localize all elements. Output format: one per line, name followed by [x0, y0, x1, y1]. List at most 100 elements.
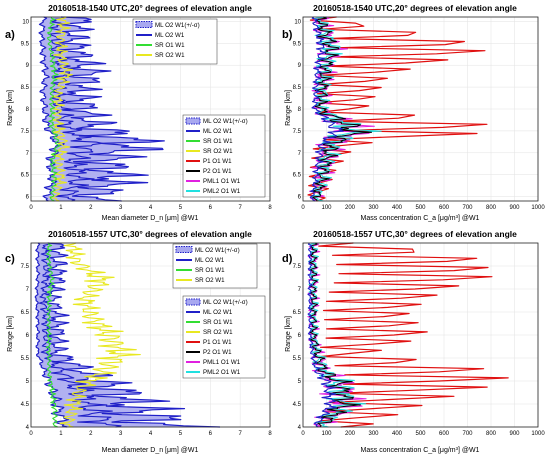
x-tick-label: 200: [345, 431, 356, 437]
x-tick-label: 400: [392, 205, 403, 211]
y-tick-label: 8: [298, 107, 302, 113]
legend-entry: SR O2 W1: [203, 329, 233, 336]
panel-c-legend-bottom: ML O2 W1(+/-σ) ML O2 W1 SR O1 W1 SR O2 W…: [182, 295, 266, 379]
series-line-pml2-o1-w1: [310, 16, 382, 202]
y-tick-label: 7.5: [21, 264, 30, 270]
y-tick-label: 8.5: [21, 85, 30, 91]
panel-a-title: 20160518-1540 UTC,20° degrees of elevati…: [48, 3, 252, 13]
x-tick-label: 6: [209, 431, 213, 437]
panel-d-title: 20160518-1557 UTC,30° degrees of elevati…: [313, 229, 517, 239]
x-tick-label: 300: [368, 205, 379, 211]
legend-entry: PML2 O1 W1: [203, 188, 241, 195]
x-tick-label: 4: [149, 205, 153, 211]
y-tick-label: 6.5: [293, 173, 302, 179]
y-tick-label: 5.5: [293, 356, 302, 362]
series-line-p2-o1-w1: [308, 242, 361, 428]
panel-b-xlabel: Mass concentration C_a [μg/m³] @W1: [361, 215, 480, 222]
x-tick-label: 7: [238, 205, 242, 211]
series-line-ml-o2-w1: [47, 16, 103, 202]
panel-d-xlabel: Mass concentration C_a [μg/m³] @W1: [361, 447, 480, 454]
x-tick-label: 1: [59, 431, 63, 437]
legend-entry: ML O2 W1: [203, 309, 233, 316]
ml-sigma-lower-line: [38, 16, 65, 202]
legend-entry: PML2 O1 W1: [203, 369, 241, 376]
y-tick-label: 9.5: [293, 41, 302, 47]
y-tick-label: 9: [26, 63, 30, 69]
y-tick-label: 6.5: [21, 173, 30, 179]
panel-a-label: a): [5, 29, 15, 41]
x-tick-label: 600: [439, 205, 450, 211]
x-tick-label: 700: [462, 431, 473, 437]
legend-entry: P1 O1 W1: [203, 339, 232, 346]
y-tick-label: 5: [26, 379, 30, 385]
legend-entry: SR O1 W1: [195, 267, 225, 274]
legend-entry: ML O2 W1: [203, 128, 233, 135]
x-tick-label: 0: [301, 431, 305, 437]
panel-d-ylabel: Range [km]: [285, 316, 292, 352]
y-tick-label: 7: [26, 151, 30, 157]
y-tick-label: 7: [298, 151, 302, 157]
series-line-ml-o2-w1: [309, 16, 344, 202]
y-tick-label: 7.5: [293, 264, 302, 270]
series-line-ml-o2-w1: [307, 242, 337, 428]
x-tick-label: 5: [179, 205, 183, 211]
y-tick-label: 6: [298, 195, 302, 201]
series-line-sr-o2-w1: [59, 242, 141, 428]
x-tick-label: 1000: [531, 205, 545, 211]
plot-frame: [30, 242, 271, 428]
plot-frame: [302, 242, 539, 428]
y-tick-label: 4: [298, 425, 302, 431]
x-tick-label: 100: [321, 205, 332, 211]
x-tick-label: 700: [462, 205, 473, 211]
y-tick-label: 8.5: [293, 85, 302, 91]
plot-frame: [30, 16, 271, 202]
series-line-p2-o1-w1: [312, 16, 373, 202]
panel-a-legend-bottom: ML O2 W1(+/-σ) ML O2 W1 SR O1 W1 SR O2 W…: [182, 114, 266, 198]
legend-entry: SR O2 W1: [195, 277, 225, 284]
y-tick-label: 6.5: [21, 310, 30, 316]
legend-entry: ML O2 W1: [155, 32, 185, 39]
x-tick-label: 800: [486, 431, 497, 437]
panel-c-ylabel: Range [km]: [7, 316, 14, 352]
y-tick-label: 6: [298, 333, 302, 339]
legend-entry: PML1 O1 W1: [203, 359, 241, 366]
x-tick-label: 2: [89, 205, 93, 211]
y-tick-label: 9: [298, 63, 302, 69]
x-tick-label: 100: [321, 431, 332, 437]
x-tick-label: 500: [415, 205, 426, 211]
panel-b: 20160518-1540 UTC,20° degrees of elevati…: [282, 3, 545, 222]
panel-b-label: b): [282, 29, 293, 41]
legend-entry: ML O2 W1(+/-σ): [203, 299, 248, 306]
x-tick-label: 800: [486, 205, 497, 211]
x-tick-label: 600: [439, 431, 450, 437]
x-tick-label: 3: [119, 205, 123, 211]
y-tick-label: 7.5: [293, 129, 302, 135]
legend-entry: P2 O1 W1: [203, 168, 232, 175]
legend-entry: ML O2 W1(+/-σ): [155, 22, 200, 29]
legend-entry: ML O2 W1: [195, 257, 225, 264]
series-line-sr-o1-w1: [45, 242, 58, 428]
series-line-sr-o1-w1: [46, 16, 61, 202]
legend-entry: SR O2 W1: [155, 52, 185, 59]
panel-d-label: d): [282, 253, 293, 265]
legend-entry: SR O1 W1: [155, 42, 185, 49]
legend-entry: SR O1 W1: [203, 319, 233, 326]
x-tick-label: 6: [209, 205, 213, 211]
ml-sigma-upper-line: [44, 242, 221, 428]
x-tick-label: 8: [268, 205, 272, 211]
legend-entry: ML O2 W1(+/-σ): [203, 118, 248, 125]
x-tick-label: 3: [119, 431, 123, 437]
series-line-ml-o2-w1: [38, 242, 122, 428]
panel-a-legend-top: ML O2 W1(+/-σ) ML O2 W1 SR O1 W1 SR O2 W…: [132, 18, 218, 65]
x-tick-label: 2: [89, 431, 93, 437]
x-tick-label: 1: [59, 205, 63, 211]
panel-c: 20160518-1557 UTC,30° degrees of elevati…: [5, 229, 272, 454]
y-tick-label: 4.5: [293, 402, 302, 408]
y-tick-label: 5: [298, 379, 302, 385]
panel-c-xlabel: Mean diameter D_n [μm] @W1: [102, 447, 199, 454]
x-tick-label: 900: [509, 205, 520, 211]
y-tick-label: 7.5: [21, 129, 30, 135]
legend-entry: P1 O1 W1: [203, 158, 232, 165]
panel-b-plot: 0 100 200 300 400 500 600 700 800 900 1000 6 6.5 7 7.5…: [293, 16, 545, 211]
